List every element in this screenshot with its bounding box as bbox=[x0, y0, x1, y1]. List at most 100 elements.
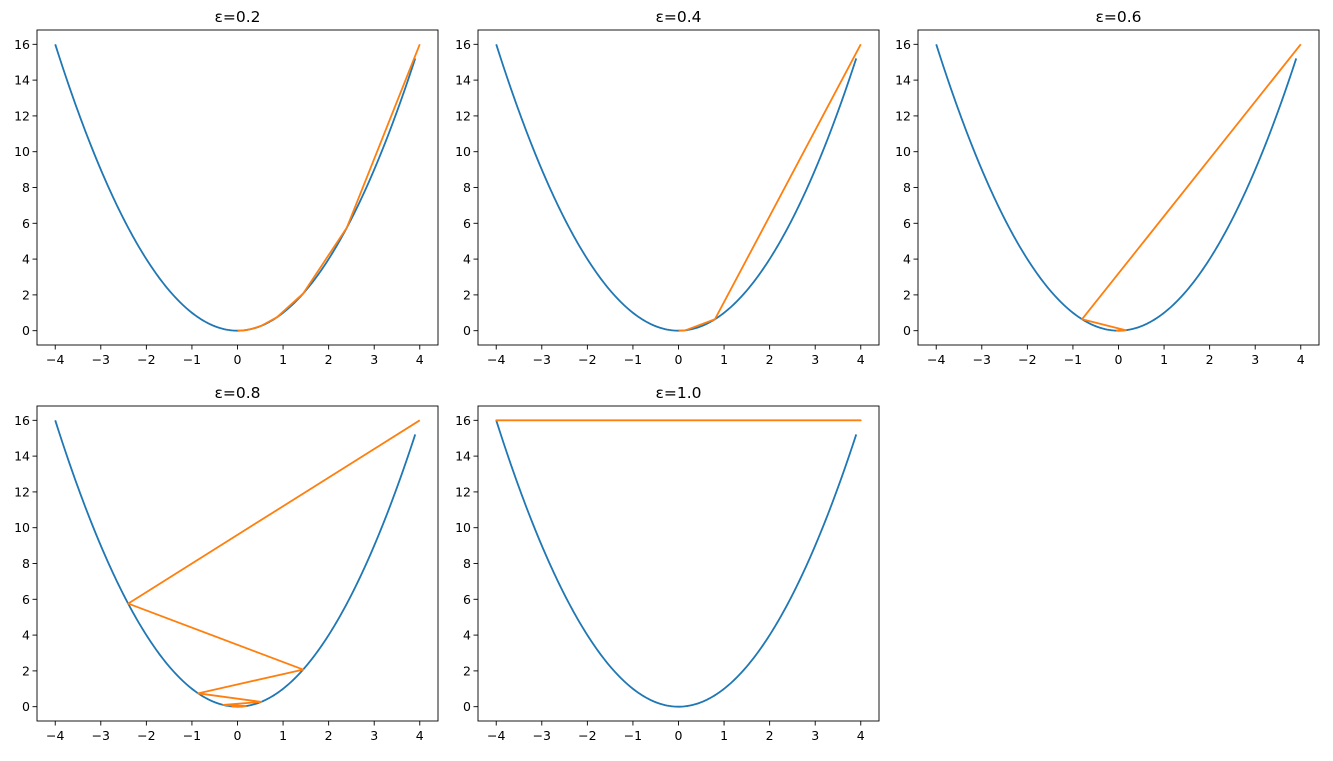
iteration-path-line bbox=[1081, 43, 1302, 332]
y-tick-label: 6 bbox=[903, 216, 911, 231]
x-tick-label: 4 bbox=[416, 728, 424, 743]
subplot-title: ε=1.0 bbox=[655, 384, 701, 402]
x-tick-label: 1 bbox=[720, 352, 728, 367]
x-tick-label: 0 bbox=[675, 352, 683, 367]
plot-area bbox=[54, 43, 421, 332]
axes-frame bbox=[36, 405, 439, 722]
y-tick-label: 4 bbox=[903, 252, 911, 267]
x-tick-label: 1 bbox=[279, 728, 287, 743]
x-tick-label: −4 bbox=[46, 352, 64, 367]
x-tick-label: −1 bbox=[1064, 352, 1082, 367]
x-tick-label: −4 bbox=[487, 352, 505, 367]
subplot-title: ε=0.4 bbox=[655, 8, 701, 26]
x-tick-label: 0 bbox=[234, 352, 242, 367]
x-tick-label: 0 bbox=[675, 728, 683, 743]
y-tick-label: 14 bbox=[455, 73, 471, 88]
y-tick-label: 4 bbox=[22, 252, 30, 267]
y-tick-label: 4 bbox=[463, 628, 471, 643]
y-tick-label: 12 bbox=[895, 108, 911, 123]
x-tick-label: −2 bbox=[578, 352, 596, 367]
x-tick-label: −4 bbox=[487, 728, 505, 743]
y-tick-label: 2 bbox=[903, 287, 911, 302]
y-tick-label: 16 bbox=[455, 413, 471, 428]
y-tick-label: 14 bbox=[14, 73, 30, 88]
y-tick-label: 8 bbox=[903, 180, 911, 195]
parabola-line bbox=[54, 420, 417, 708]
axes-frame bbox=[36, 29, 439, 346]
subplot-title: ε=0.8 bbox=[214, 384, 260, 402]
x-tick-label: −4 bbox=[927, 352, 945, 367]
y-tick-label: 0 bbox=[22, 323, 30, 338]
x-tick-label: 1 bbox=[720, 728, 728, 743]
x-tick-label: −1 bbox=[183, 352, 201, 367]
y-tick-label: 10 bbox=[14, 520, 30, 535]
x-tick-label: 0 bbox=[234, 728, 242, 743]
y-tick-label: 6 bbox=[22, 592, 30, 607]
x-tick-label: −2 bbox=[1018, 352, 1036, 367]
axes-frame bbox=[477, 405, 880, 722]
iteration-path-line bbox=[236, 43, 421, 332]
plot-area bbox=[935, 43, 1302, 332]
x-tick-label: −3 bbox=[533, 728, 551, 743]
y-tick-label: 10 bbox=[14, 144, 30, 159]
parabola-line bbox=[54, 44, 417, 332]
y-tick-label: 6 bbox=[463, 216, 471, 231]
y-tick-label: 16 bbox=[455, 37, 471, 52]
x-tick-label: 2 bbox=[766, 728, 774, 743]
plot-area bbox=[54, 419, 421, 708]
y-tick-label: 8 bbox=[463, 556, 471, 571]
plot-area bbox=[495, 43, 862, 332]
x-tick-label: −3 bbox=[92, 728, 110, 743]
parabola-line bbox=[935, 44, 1298, 332]
y-tick-label: 0 bbox=[903, 323, 911, 338]
x-tick-label: −2 bbox=[137, 728, 155, 743]
y-tick-label: 0 bbox=[463, 323, 471, 338]
x-tick-label: 3 bbox=[811, 728, 819, 743]
y-tick-label: 12 bbox=[14, 484, 30, 499]
y-tick-label: 8 bbox=[22, 180, 30, 195]
x-tick-label: 3 bbox=[370, 352, 378, 367]
y-tick-label: 4 bbox=[22, 628, 30, 643]
x-tick-label: 2 bbox=[1206, 352, 1214, 367]
y-tick-label: 2 bbox=[22, 663, 30, 678]
x-tick-label: 1 bbox=[1160, 352, 1168, 367]
x-tick-label: 3 bbox=[811, 352, 819, 367]
x-tick-label: 2 bbox=[766, 352, 774, 367]
iteration-path-line bbox=[677, 43, 862, 332]
x-tick-label: −1 bbox=[183, 728, 201, 743]
x-tick-label: −3 bbox=[533, 352, 551, 367]
x-tick-label: 3 bbox=[370, 728, 378, 743]
y-tick-label: 16 bbox=[14, 413, 30, 428]
axes-frame bbox=[917, 29, 1320, 346]
x-tick-label: −2 bbox=[578, 728, 596, 743]
parabola-line bbox=[495, 420, 858, 708]
y-tick-label: 2 bbox=[463, 663, 471, 678]
y-tick-label: 0 bbox=[22, 699, 30, 714]
x-tick-label: 3 bbox=[1251, 352, 1259, 367]
x-tick-label: −4 bbox=[46, 728, 64, 743]
x-tick-label: 2 bbox=[325, 352, 333, 367]
y-tick-label: 4 bbox=[463, 252, 471, 267]
y-tick-label: 10 bbox=[455, 144, 471, 159]
y-tick-label: 14 bbox=[14, 449, 30, 464]
y-tick-label: 12 bbox=[455, 484, 471, 499]
axes-frame bbox=[477, 29, 880, 346]
y-tick-label: 16 bbox=[14, 37, 30, 52]
x-tick-label: 4 bbox=[1297, 352, 1305, 367]
subplot-title: ε=0.6 bbox=[1095, 8, 1141, 26]
y-tick-label: 12 bbox=[455, 108, 471, 123]
x-tick-label: −3 bbox=[92, 352, 110, 367]
x-tick-label: 4 bbox=[857, 352, 865, 367]
x-tick-label: −1 bbox=[624, 728, 642, 743]
iteration-path-line bbox=[127, 419, 421, 708]
y-tick-label: 12 bbox=[14, 108, 30, 123]
y-tick-label: 10 bbox=[455, 520, 471, 535]
x-tick-label: 2 bbox=[325, 728, 333, 743]
y-tick-label: 14 bbox=[455, 449, 471, 464]
y-tick-label: 2 bbox=[22, 287, 30, 302]
x-tick-label: −2 bbox=[137, 352, 155, 367]
